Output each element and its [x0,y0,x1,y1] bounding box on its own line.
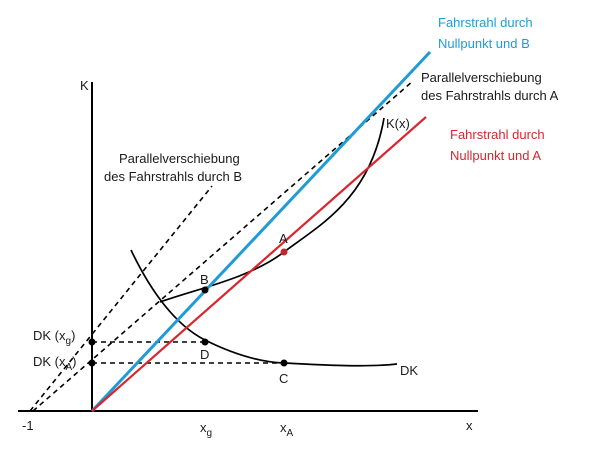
shift-a-caption-line2: des Fahrstrahls durch A [421,88,559,103]
ray-b-caption-line2: Nullpunkt und B [438,36,530,51]
dk-curve-label: DK [400,363,418,378]
dk-xg-label: DK (xg) [33,328,75,347]
dk-xa-label: DK (xA) [33,354,77,373]
point-b-label: B [200,272,209,287]
x-axis-label: x [466,418,473,433]
tick-xa: xA [280,420,294,439]
point-c-label: C [279,371,288,386]
ray-a-caption-line1: Fahrstrahl durch [450,127,545,142]
dk-curve [130,249,398,367]
point-a-label: A [279,231,288,246]
y-axis-label: K [80,78,89,93]
tick-xg: xg [200,420,212,439]
parallel-shift-a-line [32,80,414,412]
shift-b-caption-line2: des Fahrstrahls durch B [104,169,242,184]
dk-xa-point [88,359,96,367]
ray-a-caption-line2: Nullpunkt und A [450,148,541,163]
point-a [280,248,288,256]
ray-through-a [91,116,427,412]
dk-xg-point [88,338,96,346]
k-curve [159,117,385,303]
shift-a-caption-line1: Parallelverschiebung [421,70,542,85]
point-d [201,338,209,346]
point-c [280,359,288,367]
ray-b-caption-line1: Fahrstrahl durch [438,15,533,30]
point-b [201,286,209,294]
shift-b-caption-line1: Parallelverschiebung [119,151,240,166]
parallel-shift-b-line [29,185,213,412]
ray-through-b [90,50,432,413]
k-curve-label: K(x) [386,116,410,131]
tick-minus-one: -1 [22,418,34,433]
point-d-label: D [200,347,209,362]
